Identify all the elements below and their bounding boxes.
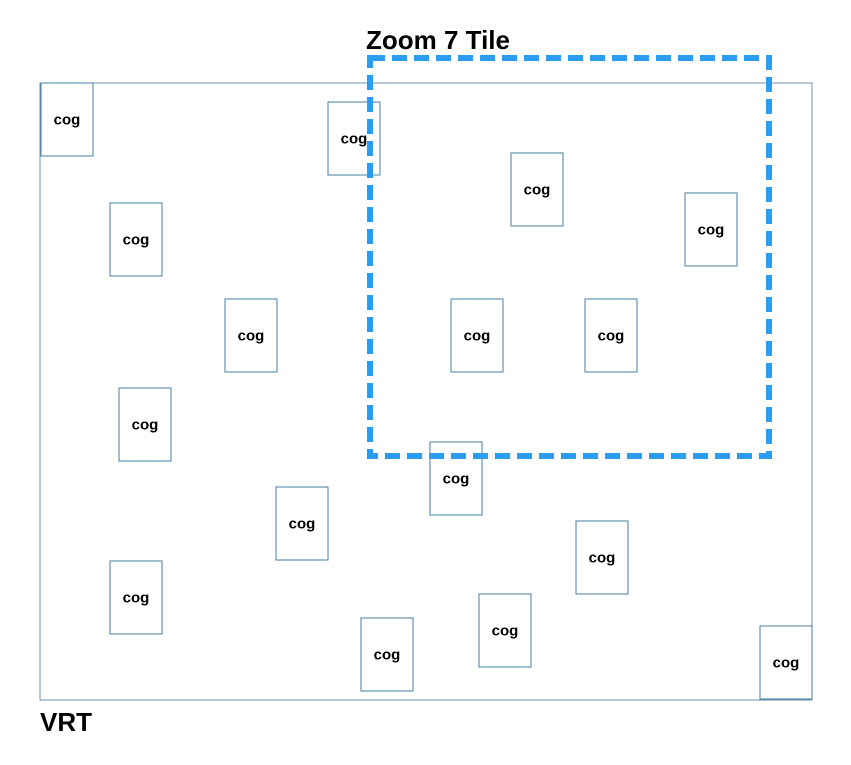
cog-tile-box bbox=[109, 560, 163, 635]
cog-tile-box bbox=[109, 202, 163, 277]
cog-tile: cog bbox=[40, 82, 94, 157]
cog-tile-label: cog bbox=[374, 647, 401, 664]
zoom-7-tile-label: Zoom 7 Tile bbox=[366, 25, 510, 55]
cog-tile: cog bbox=[429, 441, 483, 516]
cog-tile-box bbox=[478, 593, 532, 668]
cog-tile: cog bbox=[575, 520, 629, 595]
cog-tile-label: cog bbox=[464, 328, 491, 345]
cog-tile-box bbox=[224, 298, 278, 373]
cog-tile-label: cog bbox=[123, 590, 150, 607]
cog-tile-box bbox=[40, 82, 94, 157]
cog-tile: cog bbox=[109, 202, 163, 277]
cog-tile: cog bbox=[109, 560, 163, 635]
cog-tile-label: cog bbox=[54, 112, 81, 129]
cog-tile-label: cog bbox=[132, 417, 159, 434]
cog-tile: cog bbox=[510, 152, 564, 227]
cog-tile-label: cog bbox=[123, 232, 150, 249]
cog-tile: cog bbox=[224, 298, 278, 373]
cog-tile: cog bbox=[450, 298, 504, 373]
cog-tile-box bbox=[584, 298, 638, 373]
cog-tile-label: cog bbox=[492, 623, 519, 640]
cog-tile-box bbox=[118, 387, 172, 462]
cog-tile: cog bbox=[478, 593, 532, 668]
cog-tile: cog bbox=[275, 486, 329, 561]
cog-tile-box bbox=[510, 152, 564, 227]
cog-tile: cog bbox=[327, 101, 381, 176]
cog-tile-label: cog bbox=[589, 550, 616, 567]
cog-tile-box bbox=[684, 192, 738, 267]
cog-tile: cog bbox=[584, 298, 638, 373]
cog-tile-label: cog bbox=[443, 471, 470, 488]
vrt-label: VRT bbox=[40, 707, 92, 737]
cog-tile-box bbox=[575, 520, 629, 595]
cog-tile-label: cog bbox=[524, 182, 551, 199]
cog-tile-label: cog bbox=[289, 516, 316, 533]
cog-tile-label: cog bbox=[698, 222, 725, 239]
cog-tile-box bbox=[327, 101, 381, 176]
vrt-boundary bbox=[39, 82, 813, 701]
cog-tile: cog bbox=[360, 617, 414, 692]
cog-tiles: cog cog cog cog cog cog cog cog cog cog cog cog cog c… bbox=[40, 82, 813, 700]
cog-tile: cog bbox=[684, 192, 738, 267]
cog-tile-label: cog bbox=[773, 655, 800, 672]
zoom-7-tile-boundary bbox=[367, 55, 772, 459]
cog-tile-box bbox=[275, 486, 329, 561]
cog-tile-box bbox=[759, 625, 813, 700]
cog-tile-box bbox=[360, 617, 414, 692]
cog-tile-label: cog bbox=[598, 328, 625, 345]
cog-tile-box bbox=[450, 298, 504, 373]
cog-tile-label: cog bbox=[341, 131, 368, 148]
cog-tile-label: cog bbox=[238, 328, 265, 345]
cog-tile: cog bbox=[118, 387, 172, 462]
cog-tile: cog bbox=[759, 625, 813, 700]
